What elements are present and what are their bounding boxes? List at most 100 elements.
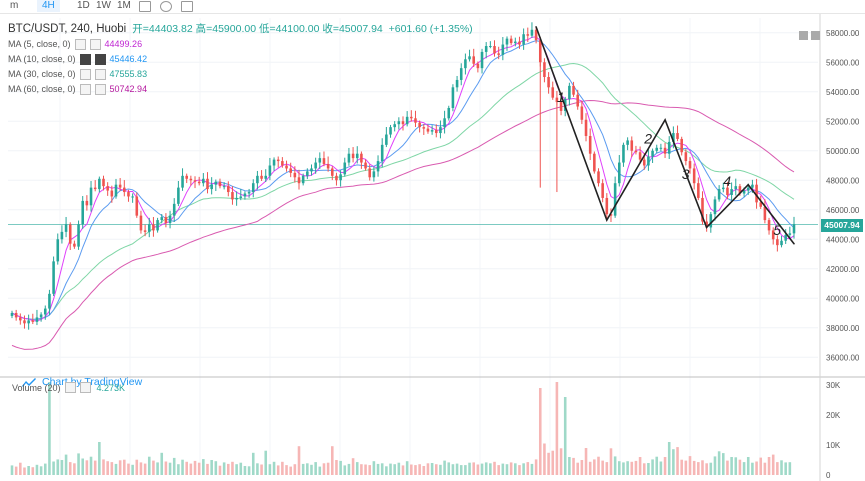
candle-body	[667, 141, 671, 154]
volume-bar	[114, 463, 118, 475]
ma30-line	[11, 62, 795, 320]
close-icon[interactable]	[79, 382, 91, 393]
timeframe-1d[interactable]: 1D	[77, 0, 90, 11]
visibility-toggle-icon[interactable]	[79, 54, 91, 65]
volume-bar	[52, 461, 55, 475]
candle-body	[680, 138, 683, 153]
volume-bar	[447, 462, 451, 475]
candle-body	[364, 162, 367, 169]
maximize-icon[interactable]	[799, 31, 808, 40]
price-tick-label: 50000.00	[826, 147, 860, 156]
volume-bar	[276, 465, 280, 475]
visibility-toggle-icon[interactable]	[64, 382, 76, 393]
candle-body	[276, 159, 280, 162]
candle-body	[289, 168, 292, 173]
candle-body	[214, 181, 218, 185]
timeframe-minutes[interactable]: m	[10, 0, 19, 11]
volume-bar	[222, 462, 226, 475]
volume-bar	[746, 457, 750, 475]
visibility-toggle-icon[interactable]	[79, 69, 91, 80]
candle-body	[609, 214, 613, 216]
candle-body	[721, 187, 725, 190]
candle-body	[181, 175, 184, 188]
close-icon[interactable]	[94, 69, 106, 80]
candle-body	[784, 234, 787, 241]
volume-bar	[268, 464, 272, 475]
volume-bar	[572, 457, 575, 475]
volume-bar	[530, 463, 534, 475]
volume-bar	[235, 464, 238, 475]
timeframe-1w[interactable]: 1W	[96, 0, 111, 11]
low-label: 低	[258, 23, 270, 35]
candle-body	[39, 314, 43, 318]
collapse-icon[interactable]	[811, 31, 820, 40]
candle-body	[35, 317, 39, 322]
candle-body	[147, 224, 151, 232]
candle-body	[605, 197, 609, 215]
volume-bar	[23, 467, 26, 475]
volume-bar	[260, 464, 263, 475]
close-icon[interactable]	[94, 54, 106, 65]
volume-bar	[717, 451, 721, 475]
volume-bar	[93, 460, 97, 475]
volume-bar	[168, 462, 172, 475]
candle-body	[172, 203, 176, 216]
candle-body	[538, 40, 542, 63]
volume-bar	[330, 446, 334, 475]
ma-row: MA (5, close, 0) 44499.26	[8, 37, 473, 52]
volume-bar	[559, 448, 563, 475]
settings-icon[interactable]	[181, 1, 193, 12]
close-value: 45007.94	[338, 23, 383, 35]
candle-body	[626, 140, 629, 145]
timeframe-4h[interactable]: 4H	[37, 0, 60, 12]
volume-bar	[489, 463, 492, 475]
volume-bar	[651, 459, 654, 475]
change-value: +601.60 (+1.35%)	[388, 23, 473, 35]
candle-body	[480, 51, 484, 69]
candle-body	[622, 144, 625, 163]
volume-bar	[534, 459, 538, 475]
price-tick-label: 48000.00	[826, 176, 860, 185]
volume-bar	[630, 461, 634, 475]
candle-body	[414, 118, 417, 123]
volume-bar	[434, 464, 438, 475]
candle-body	[397, 121, 401, 125]
volume-bars	[10, 382, 792, 475]
timeframe-toolbar: m 4H 1D 1W 1M	[0, 0, 865, 14]
candle-body	[202, 178, 205, 184]
candle-body	[751, 184, 754, 188]
annotation-label: 5	[773, 222, 781, 238]
volume-bar	[48, 382, 51, 475]
candle-body	[235, 197, 238, 200]
candle-body	[168, 215, 172, 224]
indicators-icon[interactable]	[160, 1, 172, 12]
visibility-toggle-icon[interactable]	[74, 39, 86, 50]
candle-body	[518, 41, 521, 45]
volume-bar	[206, 463, 209, 475]
volume-bar	[688, 456, 692, 475]
high-label: 高	[195, 23, 207, 35]
volume-bar	[680, 459, 683, 475]
candle-body	[684, 152, 688, 162]
close-icon[interactable]	[94, 84, 106, 95]
candle-body	[52, 261, 55, 294]
volume-bar	[439, 464, 442, 475]
candle-body	[48, 293, 51, 309]
volume-bar	[197, 462, 201, 475]
volume-bar	[780, 460, 783, 475]
close-icon[interactable]	[89, 39, 101, 50]
volume-bar	[547, 452, 550, 475]
volume-bar	[597, 456, 600, 475]
volume-bar	[638, 457, 642, 475]
volume-bar	[376, 463, 380, 475]
candle-body	[514, 41, 517, 44]
volume-tick-label: 20K	[826, 411, 841, 420]
volume-bar	[243, 466, 247, 475]
volume-bar	[306, 463, 309, 475]
candle-body	[156, 220, 159, 231]
visibility-toggle-icon[interactable]	[79, 84, 91, 95]
candle-body	[185, 175, 188, 179]
timeframe-1m[interactable]: 1M	[117, 0, 131, 11]
chart-type-icon[interactable]	[139, 1, 151, 12]
